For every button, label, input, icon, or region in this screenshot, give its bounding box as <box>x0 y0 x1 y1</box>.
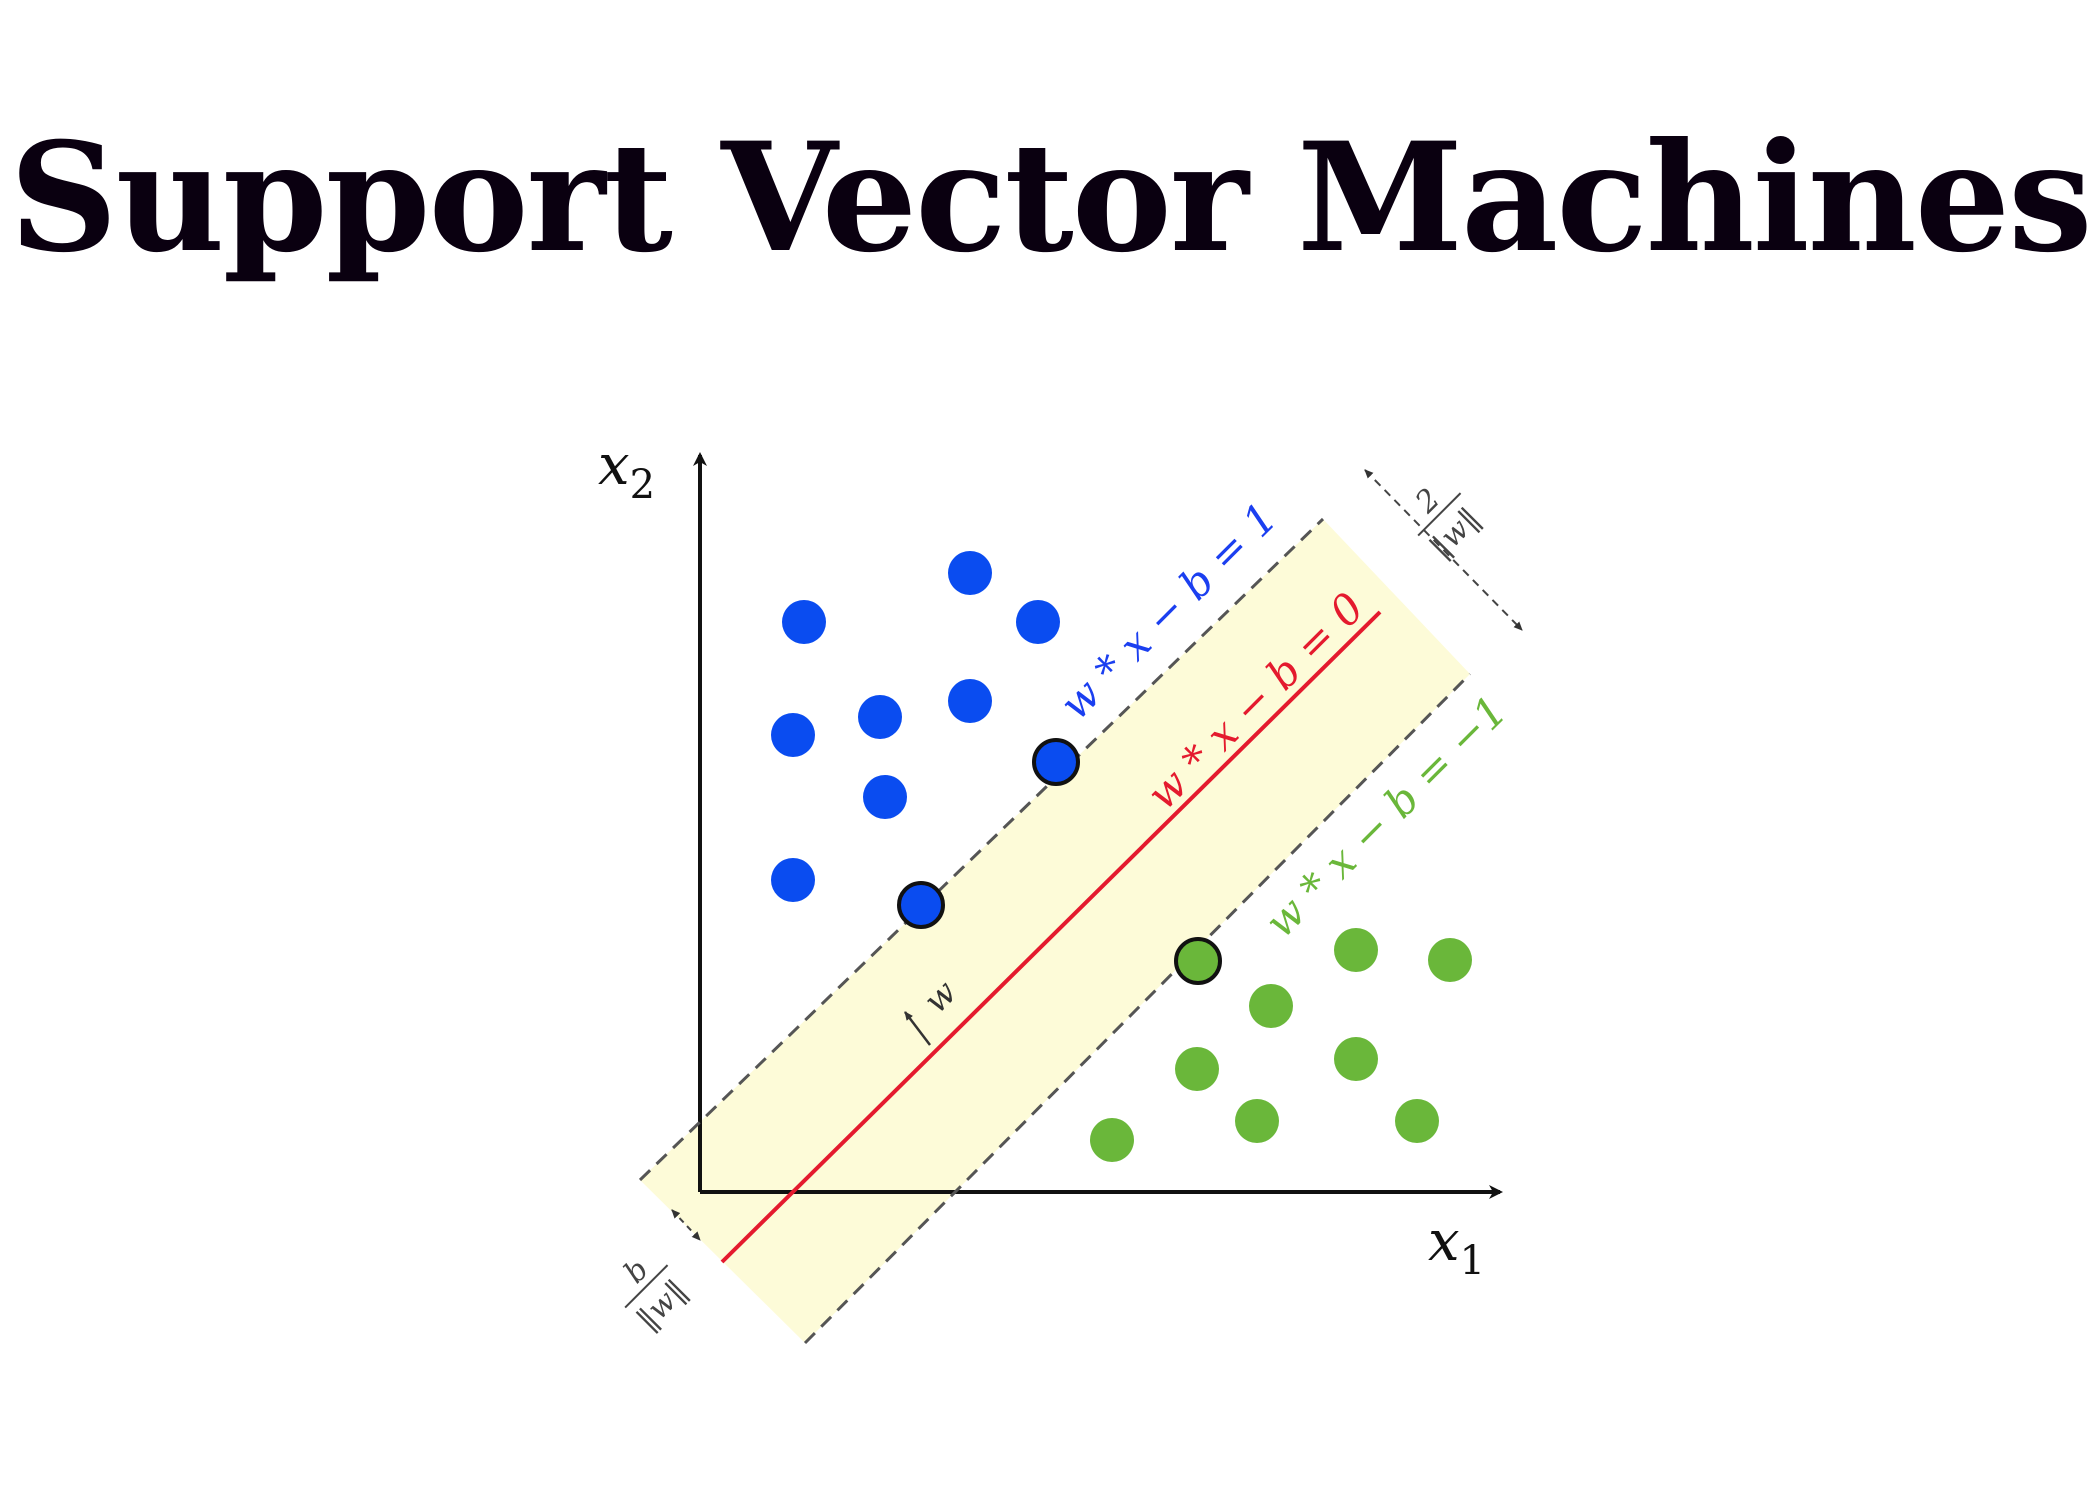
blue-point <box>771 713 815 757</box>
offset-arrow <box>671 1209 701 1241</box>
blue-support-vector <box>897 881 945 929</box>
offset-numerator: b <box>617 1252 655 1290</box>
blue-point <box>782 600 826 644</box>
green-point <box>1395 1099 1439 1143</box>
blue-point <box>771 858 815 902</box>
blue-class-points <box>771 551 1060 902</box>
lower-margin-line <box>803 672 1472 1345</box>
blue-point <box>948 551 992 595</box>
green-point <box>1249 984 1293 1028</box>
green-support-vector <box>1174 937 1222 985</box>
margin-width-fraction-bar <box>1417 492 1462 537</box>
blue-point <box>863 775 907 819</box>
margin-width-numerator: 2 <box>1408 482 1447 521</box>
blue-point <box>948 679 992 723</box>
blue-point <box>1016 600 1060 644</box>
page-title: Support Vector Machines <box>9 110 2092 286</box>
green-point <box>1334 928 1378 972</box>
decision-hyperplane <box>720 610 1382 1264</box>
x2-axis-label: x2 <box>598 433 655 508</box>
upper-margin-line <box>638 517 1325 1182</box>
normal-vector-arrow <box>904 1011 931 1046</box>
offset-fraction-bar <box>624 1264 669 1309</box>
green-class-points <box>1090 928 1472 1162</box>
blue-support-vector <box>1032 738 1080 786</box>
margin-width-arrow <box>1364 469 1523 631</box>
green-point <box>1428 938 1472 982</box>
green-point <box>1175 1047 1219 1091</box>
green-point <box>1090 1118 1134 1162</box>
blue-support-vectors <box>897 738 1080 929</box>
blue-point <box>858 695 902 739</box>
green-point <box>1334 1037 1378 1081</box>
green-point <box>1235 1099 1279 1143</box>
x1-axis-label: x1 <box>1428 1209 1485 1284</box>
